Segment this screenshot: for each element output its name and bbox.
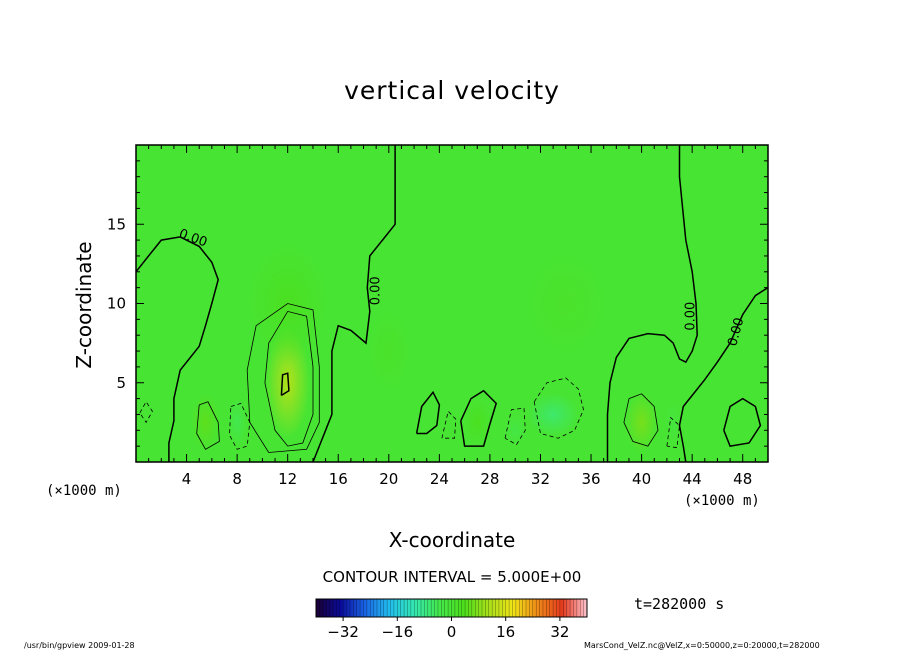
x-tick-label: 24 (430, 470, 449, 488)
contour-line-negative (504, 407, 526, 446)
contour-lines: 0.000.000.00 0.00 (135, 145, 769, 463)
contour-line-negative (666, 416, 680, 449)
x-tick-label: 28 (480, 470, 499, 488)
x-tick-label: 48 (733, 470, 752, 488)
contour-line (606, 145, 698, 462)
x-tick-label: 32 (531, 470, 550, 488)
contour-label: 0.00 (369, 276, 384, 305)
chart-title: vertical velocity (344, 76, 560, 105)
x-axis-label: X-coordinate (388, 528, 516, 552)
contour-line (312, 145, 396, 463)
contour-line-negative (229, 402, 251, 450)
y-tick-label: 5 (116, 374, 126, 392)
contour-line (264, 310, 314, 447)
contour-line-negative (139, 401, 153, 424)
field-feature (366, 311, 411, 392)
x-tick-label: 36 (581, 470, 600, 488)
colorbar-tick-label: 16 (496, 623, 515, 641)
field-feature (665, 400, 682, 445)
contour-interval-label: CONTOUR INTERVAL = 5.000E+00 (322, 568, 582, 586)
colorbar-tick-label: −32 (327, 623, 359, 641)
x-tick-label: 16 (329, 470, 348, 488)
field-feature (625, 392, 658, 453)
x-tick-label: 40 (632, 470, 651, 488)
contour-line (280, 372, 290, 397)
field-feature (527, 392, 580, 437)
colorbar-tick-label: 0 (447, 623, 457, 641)
time-label: t=282000 s (634, 595, 725, 613)
field-feature (525, 253, 606, 354)
x-unit-label-right: (×1000 m) (684, 493, 760, 509)
contour-line (246, 303, 320, 453)
colorbar: −32 −16 0 16 32 (315, 598, 588, 641)
contour-line (623, 393, 659, 447)
field-feature (503, 414, 528, 447)
field-feature (463, 398, 492, 447)
x-tick-label: 12 (278, 470, 297, 488)
y-tick-label: 15 (107, 215, 126, 233)
contour-line (135, 236, 219, 462)
footer-right: MarsCond_VelZ.nc@VelZ,x=0:50000,z=0:2000… (584, 641, 820, 650)
y-tick-label: 10 (107, 295, 126, 313)
contour-line (678, 286, 769, 463)
contour-line-negative (441, 410, 457, 439)
contour-label: 0.00 (683, 302, 698, 331)
contour-line-negative (533, 377, 584, 439)
x-tick-label: 8 (232, 470, 242, 488)
colorbar-tick-label: 32 (550, 623, 569, 641)
x-tick-label: 4 (182, 470, 192, 488)
x-unit-label-left: (×1000 m) (46, 483, 122, 499)
x-tick-label: 20 (379, 470, 398, 488)
contour-line (415, 390, 441, 435)
contour-line (460, 389, 498, 447)
contour-label: 0.00 (725, 316, 747, 348)
contour-line (196, 401, 220, 450)
contour-line (723, 397, 762, 447)
footer-left: /usr/bin/gpview 2009-01-28 (24, 641, 135, 650)
x-tick-label: 44 (683, 470, 702, 488)
colorbar-tick-label: −16 (381, 623, 413, 641)
velocity-field (136, 145, 768, 462)
field-feature (227, 396, 248, 449)
